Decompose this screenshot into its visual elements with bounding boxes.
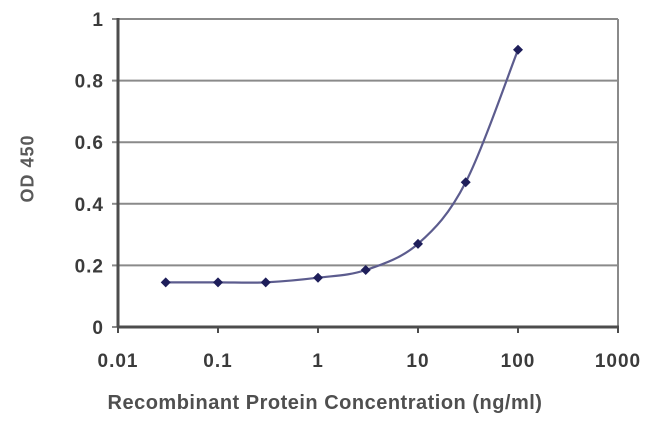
y-tick-label: 0.2 <box>75 256 104 277</box>
data-point-marker <box>260 277 271 288</box>
data-point-marker <box>513 44 523 55</box>
x-tick-label: 1 <box>312 351 324 372</box>
y-tick-label: 0.8 <box>75 72 104 93</box>
data-point-marker <box>213 277 223 288</box>
x-tick-label: 1000 <box>595 351 641 372</box>
x-tick-label: 100 <box>501 351 536 372</box>
x-axis-title: Recombinant Protein Concentration (ng/ml… <box>107 392 543 414</box>
data-point-marker <box>413 238 423 249</box>
y-tick-label: 1 <box>92 10 104 31</box>
data-point-marker <box>313 272 323 283</box>
data-curve <box>165 49 520 284</box>
data-point-marker <box>160 277 171 288</box>
y-axis-title: OD 450 <box>17 134 38 203</box>
x-tick-label: 0.1 <box>203 351 232 372</box>
y-tick-label: 0.4 <box>75 195 104 216</box>
x-tick-label: 0.01 <box>98 351 139 372</box>
data-point-marker <box>360 265 371 276</box>
y-tick-label: 0 <box>92 318 104 339</box>
data-point-marker <box>460 177 471 188</box>
x-tick-label: 10 <box>406 351 429 372</box>
y-tick-label: 0.6 <box>75 133 104 154</box>
